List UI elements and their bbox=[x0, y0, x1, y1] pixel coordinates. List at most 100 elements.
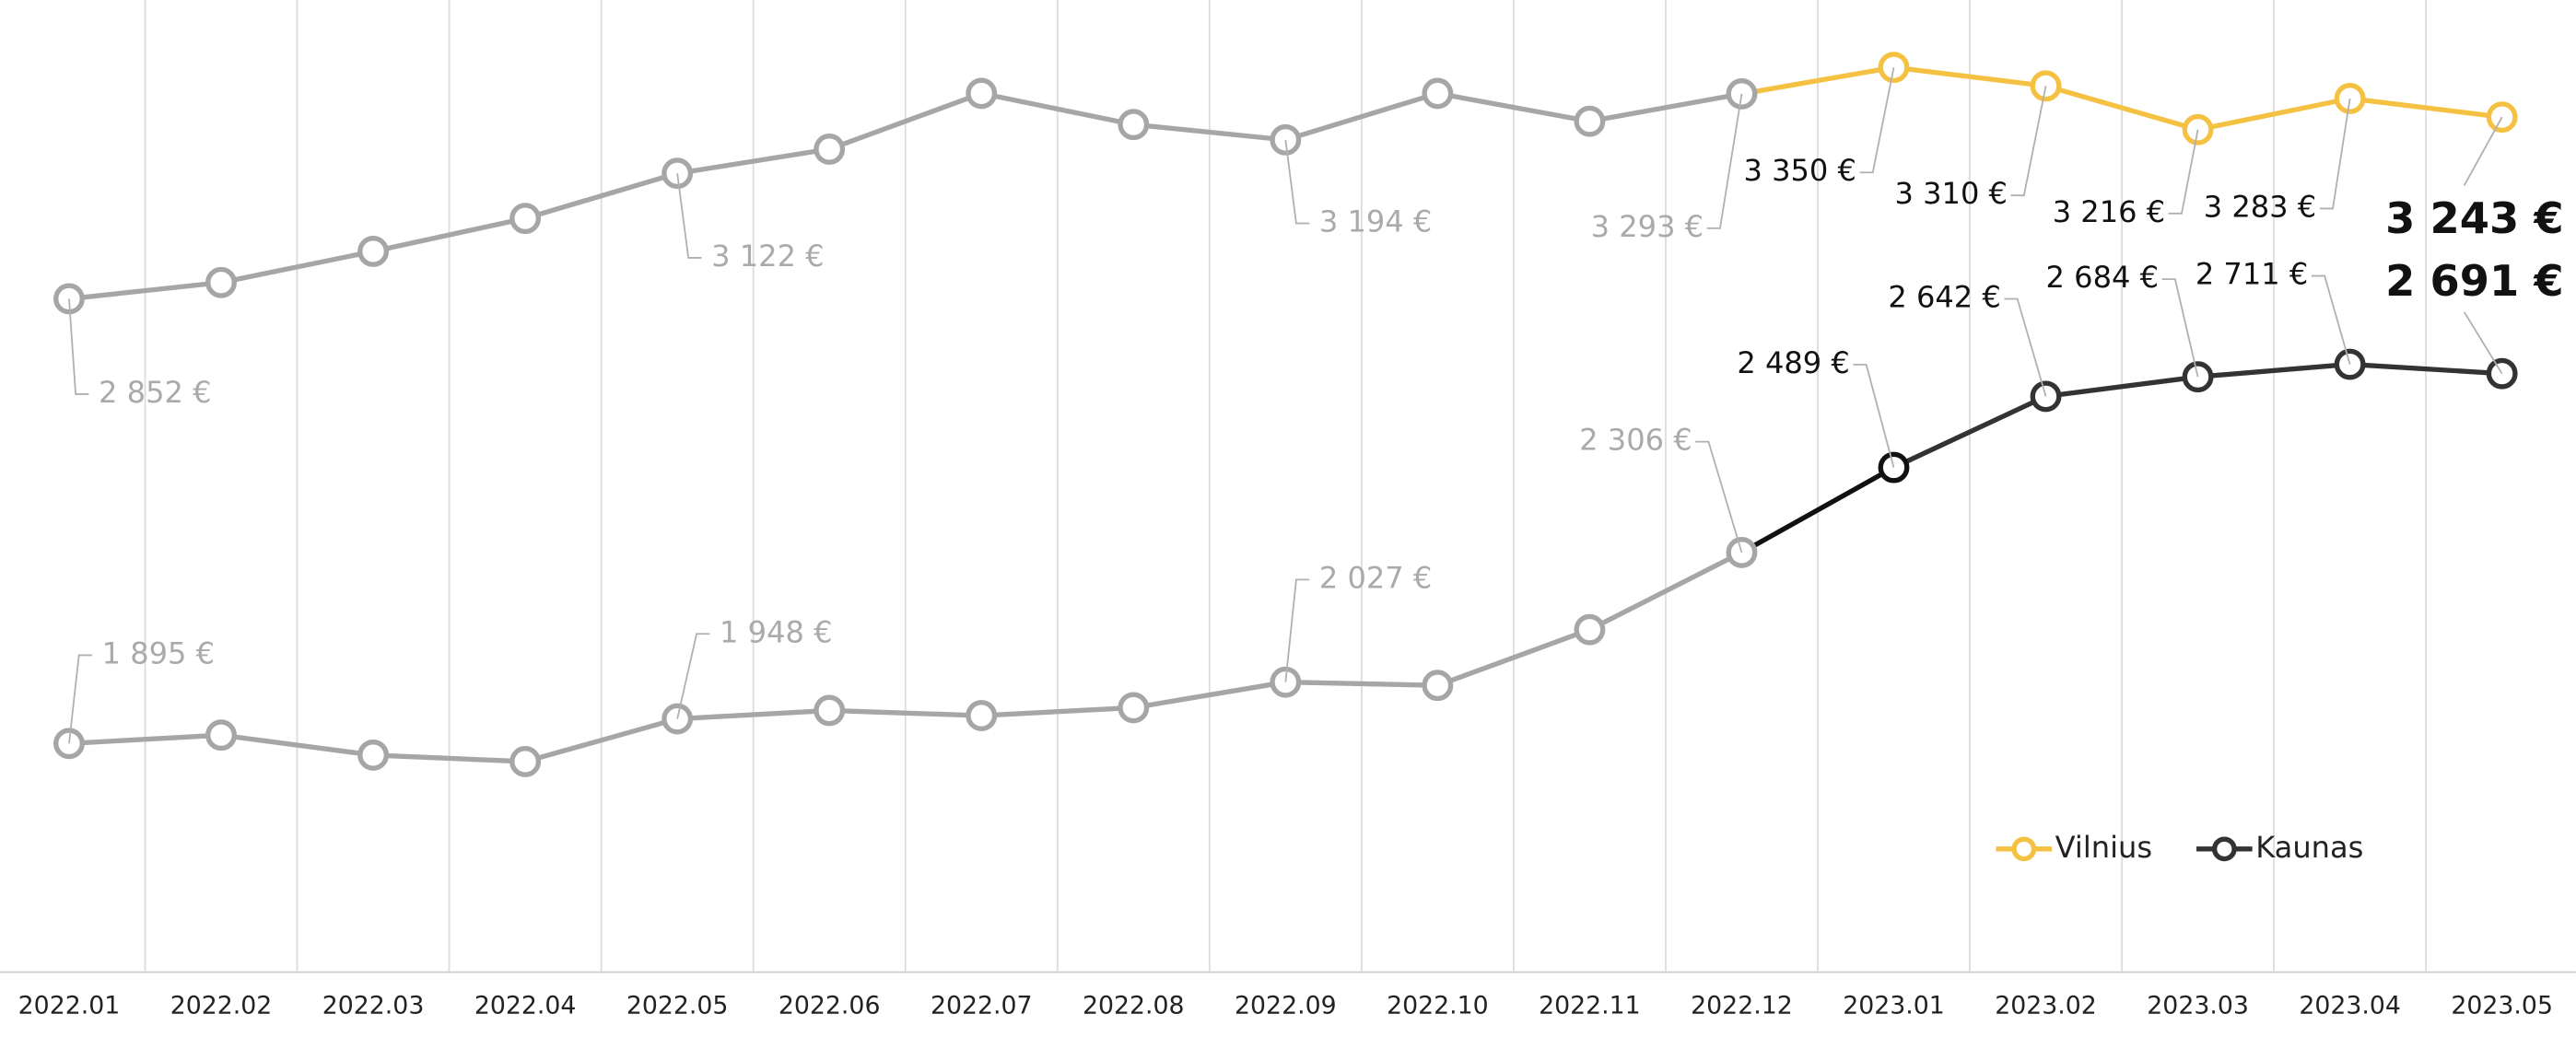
data-point bbox=[1118, 692, 1150, 724]
data-point bbox=[1574, 613, 1606, 646]
data-point bbox=[814, 134, 846, 165]
data-point bbox=[814, 694, 846, 727]
line-segment bbox=[2347, 96, 2505, 120]
x-tick-label: 2023.03 bbox=[2147, 992, 2249, 1020]
line-segment bbox=[1891, 393, 2049, 471]
leader-line bbox=[2311, 274, 2351, 365]
leader-line bbox=[2319, 98, 2351, 210]
data-label: 2 691 € bbox=[2385, 256, 2564, 306]
line-segment bbox=[2347, 361, 2505, 377]
x-tick-label: 2022.11 bbox=[1539, 992, 1641, 1020]
leader-line bbox=[1284, 578, 1310, 682]
data-point bbox=[2030, 380, 2062, 413]
leader-line bbox=[2168, 129, 2199, 215]
leader-line bbox=[2161, 278, 2199, 378]
data-point bbox=[1574, 105, 1606, 137]
data-label: 2 306 € bbox=[1579, 423, 1692, 458]
line-segment bbox=[978, 705, 1136, 718]
series-line bbox=[69, 365, 2502, 762]
leader-line bbox=[676, 633, 710, 719]
line-segment bbox=[2195, 361, 2353, 379]
line-segment bbox=[674, 707, 832, 722]
leader-line bbox=[2463, 311, 2503, 375]
x-tick-label: 2022.09 bbox=[1235, 992, 1337, 1020]
data-label: 3 194 € bbox=[1319, 204, 1432, 239]
data-label: 3 122 € bbox=[711, 239, 824, 274]
x-tick-label: 2023.01 bbox=[1843, 992, 1945, 1020]
x-tick-label: 2023.02 bbox=[1995, 992, 2097, 1020]
legend-label: Kaunas bbox=[2255, 830, 2363, 865]
data-point bbox=[1422, 670, 1454, 702]
line-segment bbox=[370, 752, 528, 764]
line-segment bbox=[218, 732, 376, 758]
series-0: 2 852 € 3 122 € 3 194 € 3 293 € 3 350 € 3 310… bbox=[53, 52, 2564, 410]
line-segment bbox=[1130, 122, 1288, 143]
line-segment bbox=[66, 732, 224, 746]
line-segment bbox=[978, 90, 1136, 127]
line-segment bbox=[2043, 374, 2201, 400]
data-point bbox=[966, 700, 998, 731]
data-label: 3 350 € bbox=[1743, 153, 1856, 188]
data-label: 1 948 € bbox=[720, 614, 832, 649]
x-tick-label: 2022.05 bbox=[626, 992, 729, 1020]
data-label: 1 895 € bbox=[102, 635, 215, 670]
leader-line bbox=[68, 654, 92, 744]
leader-line bbox=[1853, 363, 1895, 468]
x-tick-label: 2023.05 bbox=[2451, 992, 2553, 1020]
data-label: 2 684 € bbox=[2046, 260, 2159, 295]
leader-line bbox=[1284, 139, 1310, 225]
line-segment bbox=[1739, 64, 1897, 97]
data-point bbox=[205, 266, 237, 298]
legend-marker bbox=[2011, 836, 2037, 862]
data-point bbox=[357, 236, 389, 267]
data-label: 2 027 € bbox=[1319, 560, 1432, 595]
line-segment bbox=[1282, 680, 1441, 688]
x-tick-label: 2022.07 bbox=[931, 992, 1033, 1020]
line-segment bbox=[1282, 90, 1441, 143]
line-segment bbox=[66, 280, 224, 302]
legend-label: Vilnius bbox=[2055, 830, 2152, 865]
data-point bbox=[2486, 357, 2518, 390]
data-label: 3 243 € bbox=[2385, 193, 2564, 243]
line-segment bbox=[370, 216, 528, 254]
line-segment bbox=[522, 170, 680, 221]
line-segment bbox=[2195, 96, 2353, 133]
x-tick-label: 2022.01 bbox=[18, 992, 121, 1020]
leader-line bbox=[2004, 297, 2047, 397]
x-tick-label: 2022.10 bbox=[1387, 992, 1489, 1020]
line-segment bbox=[2043, 83, 2201, 133]
leader-line bbox=[68, 298, 89, 395]
line-segment bbox=[1434, 90, 1593, 124]
x-tick-label: 2023.04 bbox=[2299, 992, 2401, 1020]
data-label: 2 489 € bbox=[1737, 345, 1849, 380]
line-segment bbox=[1739, 464, 1897, 555]
leader-line bbox=[2463, 116, 2503, 186]
line-segment bbox=[1587, 550, 1745, 633]
line-segment bbox=[1587, 91, 1745, 124]
data-point bbox=[1422, 77, 1454, 110]
data-point bbox=[2334, 348, 2366, 380]
line-segment bbox=[522, 716, 680, 764]
data-label: 3 293 € bbox=[1591, 209, 1704, 244]
leader-line bbox=[1706, 93, 1743, 229]
line-segment bbox=[826, 90, 984, 152]
line-segment bbox=[1130, 680, 1288, 711]
leader-line bbox=[676, 173, 702, 259]
x-tick-label: 2022.06 bbox=[779, 992, 881, 1020]
data-label: 2 852 € bbox=[99, 375, 211, 410]
data-label: 3 216 € bbox=[2053, 194, 2165, 229]
data-label: 3 310 € bbox=[1895, 176, 2008, 211]
line-segment bbox=[674, 146, 832, 176]
data-point bbox=[2334, 83, 2366, 114]
line-segment bbox=[826, 707, 984, 718]
series-1: 1 895 € 1 948 € 2 027 € 2 306 € 2 489 € 2 642… bbox=[53, 256, 2564, 777]
data-label: 3 283 € bbox=[2204, 189, 2316, 224]
leader-line bbox=[2010, 86, 2047, 197]
x-tick-label: 2022.12 bbox=[1691, 992, 1793, 1020]
line-segment bbox=[1434, 627, 1593, 688]
leader-line bbox=[1859, 66, 1895, 174]
data-label: 2 711 € bbox=[2195, 257, 2308, 292]
data-point bbox=[966, 77, 998, 110]
